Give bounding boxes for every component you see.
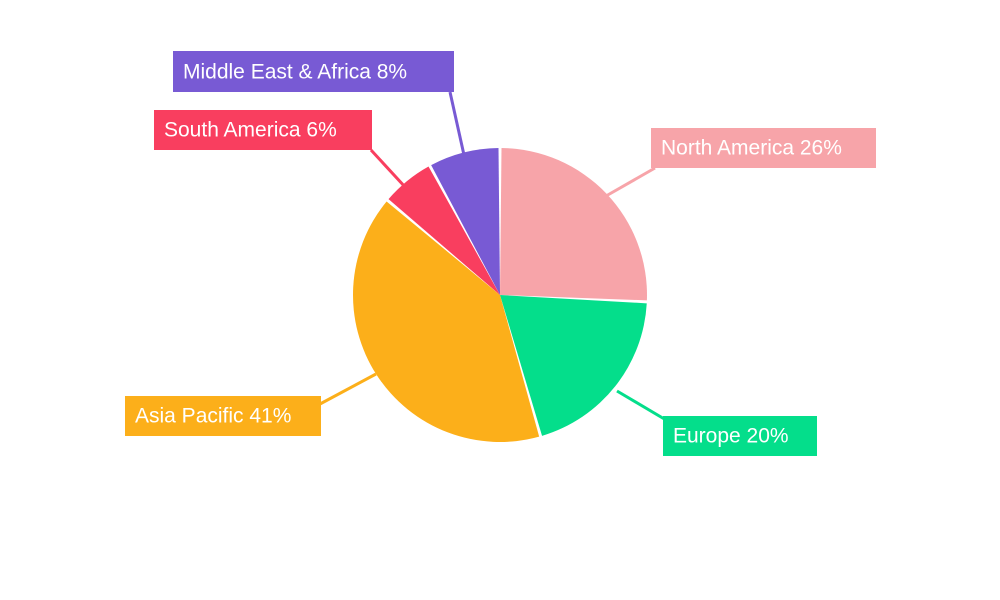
slice-label-text: South America 6%	[164, 119, 337, 142]
pie-slice[interactable]	[353, 201, 540, 442]
leader-line	[448, 91, 466, 156]
pie-slice[interactable]	[500, 148, 647, 301]
leader-line	[369, 148, 408, 190]
slice-label-box[interactable]	[154, 110, 372, 150]
slice-label-text: Asia Pacific 41%	[135, 405, 291, 428]
pie-slice[interactable]	[431, 148, 500, 295]
leader-line	[616, 389, 667, 422]
slice-label-box[interactable]	[173, 51, 454, 92]
leader-line-group	[319, 91, 667, 422]
slice-label-text: Europe 20%	[673, 425, 789, 448]
slice-label-box[interactable]	[663, 416, 817, 456]
pie-slice[interactable]	[388, 166, 500, 295]
slice-label-text: Middle East & Africa 8%	[183, 61, 407, 84]
pie-slice-group	[353, 148, 647, 442]
leader-line	[605, 166, 656, 198]
slice-label-text: North America 26%	[661, 137, 842, 160]
pie-slice[interactable]	[500, 295, 647, 436]
slice-label-box[interactable]	[125, 396, 321, 436]
slice-label-group: North America 26% Europe 20% Asia Pacific …	[125, 51, 876, 456]
slice-label-box[interactable]	[651, 128, 876, 168]
leader-line	[319, 372, 377, 406]
